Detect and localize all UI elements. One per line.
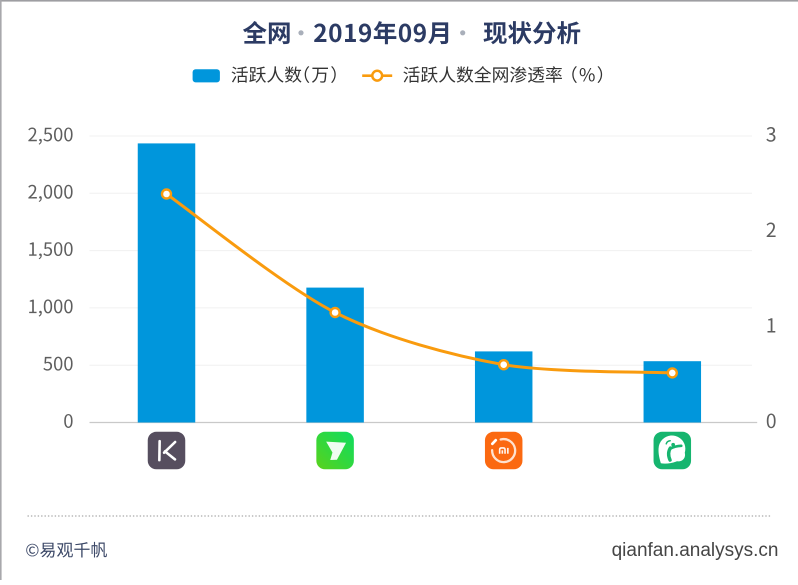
svg-text:qianfan.analysys.cn: qianfan.analysys.cn	[612, 540, 779, 561]
